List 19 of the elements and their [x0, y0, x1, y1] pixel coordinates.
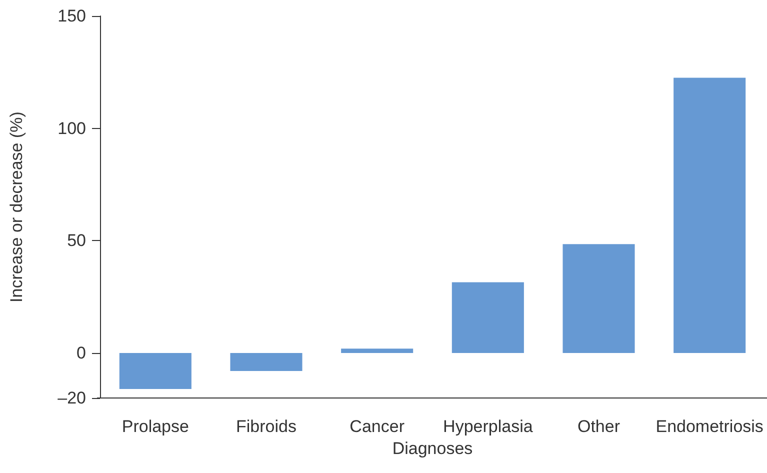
bar [674, 78, 746, 354]
x-axis-title: Diagnoses [392, 438, 473, 458]
bar [230, 353, 302, 372]
y-tick-label: 50 [67, 231, 86, 250]
x-tick-label: Other [577, 417, 620, 436]
y-tick-label: 100 [58, 118, 86, 138]
bar [341, 348, 414, 354]
bar [452, 282, 524, 354]
bar [562, 244, 635, 354]
x-tick-label: Hyperplasia [443, 417, 534, 436]
x-tick-label: Cancer [350, 417, 405, 436]
y-tick-label: –20 [58, 388, 86, 408]
x-tick-label: Fibroids [236, 417, 296, 436]
x-tick-label: Prolapse [122, 417, 189, 436]
y-tick-label: 150 [58, 6, 86, 26]
x-tick-label: Endometriosis [656, 417, 764, 436]
y-tick-label: 0 [76, 344, 86, 363]
y-axis-title: Increase or decrease (%) [7, 112, 26, 302]
bar [119, 353, 192, 390]
